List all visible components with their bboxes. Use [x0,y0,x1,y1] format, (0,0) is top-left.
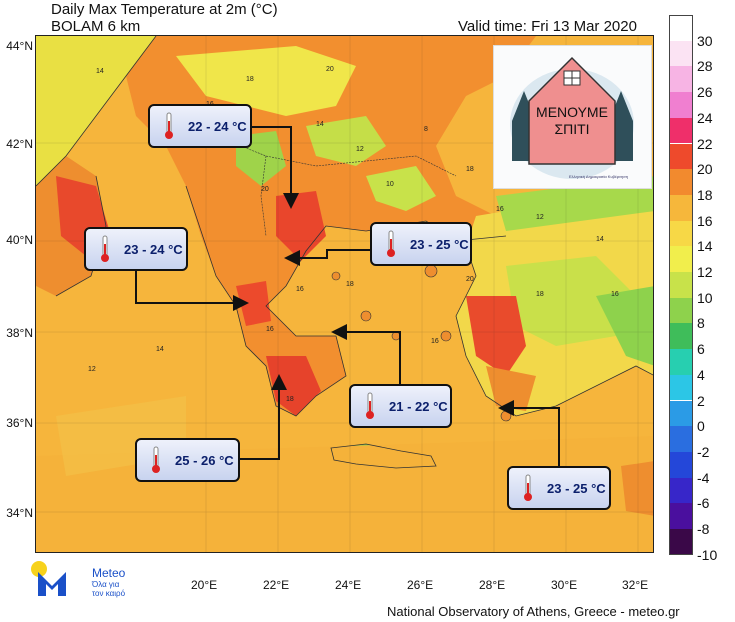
colorbar-tick: -4 [697,469,710,486]
colorbar-tick: 20 [697,161,713,178]
lon-label-24: 24°E [335,578,362,592]
colorbar-tick: 28 [697,58,713,75]
lat-label-34: 34°N [6,506,33,520]
poster-text: ΜΕΝΟΥΜΕ ΣΠΙΤΙ [536,104,608,137]
lat-label-36: 36°N [6,416,33,430]
map-value-label: 16 [496,206,504,213]
map-value-label: 14 [596,236,604,243]
colorbar-tick: 2 [697,392,705,409]
map-value-label: 12 [88,366,96,373]
colorbar-tick: -10 [697,546,718,563]
colorbar-tick: 30 [697,32,713,49]
arrow-peloponnese [240,374,287,460]
map-value-label: 18 [246,76,254,83]
callout-west-greece: 23 - 24 °C [84,227,188,271]
colorbar-tick: 16 [697,212,713,229]
map-value-label: 12 [356,146,364,153]
colorbar-tick: -2 [697,443,710,460]
stay-home-illustration [510,56,634,179]
callout-label: 23 - 25 °C [547,480,606,496]
lat-label-42: 42°N [6,137,33,151]
callout-central-greece: 23 - 25 °C [370,222,472,266]
map-value-label: 16 [266,326,274,333]
meteo-logo-name: Meteo [92,566,126,580]
lon-label-20: 20°E [191,578,218,592]
map-value-label: 14 [96,68,104,75]
arrow-west [135,271,249,311]
map-value-label: 16 [611,291,619,298]
lon-label-30: 30°E [551,578,578,592]
callout-peloponnese: 25 - 26 °C [135,438,240,482]
thermometer-icon [524,474,532,501]
colorbar-tick: 22 [697,135,713,152]
valid-time: Valid time: Fri 13 Mar 2020 [458,18,637,35]
map-value-label: 12 [536,214,544,221]
colorbar-tick: -6 [697,495,710,512]
meteo-logo-tagline: Όλα για τον καιρό [92,580,126,598]
model-label: BOLAM 6 km [51,18,141,35]
lat-label-44: 44°N [6,39,33,53]
map-value-label: 16 [431,338,439,345]
map-value-label: 18 [286,396,294,403]
callout-label: 21 - 22 °C [389,398,448,414]
lon-label-22: 22°E [263,578,290,592]
thermometer-icon [165,112,173,139]
callout-label: 23 - 24 °C [124,241,183,257]
colorbar-swatch [669,297,693,324]
poster-small-text: Ελληνική Δημοκρατία Κυβέρνηση [569,174,628,179]
callout-dodecanese: 23 - 25 °C [507,466,611,510]
colorbar-tick: 12 [697,264,713,280]
arrow-dodecanese [498,400,560,466]
callout-label: 25 - 26 °C [175,452,234,468]
map-value-label: 18 [466,166,474,173]
thermometer-icon [101,235,109,262]
map-value-label: 14 [156,346,164,353]
colorbar-tick: 0 [697,418,705,435]
map-value-label: 18 [346,281,354,288]
callout-label: 22 - 24 °C [188,118,247,134]
lat-label-38: 38°N [6,326,33,340]
thermometer-icon [152,446,160,473]
lon-label-28: 28°E [479,578,506,592]
lat-label-40: 40°N [6,233,33,247]
colorbar-tick: 24 [697,109,713,126]
colorbar-tick: 4 [697,366,705,383]
colorbar-swatch [669,503,693,529]
colorbar-outline [669,15,693,555]
colorbar-tick: 26 [697,84,713,101]
map-value-label: 20 [326,66,334,73]
map-value-label: 8 [424,126,428,133]
thermometer-icon [366,392,374,419]
map-value-label: 14 [316,121,324,128]
callout-north-greece: 22 - 24 °C [148,104,252,148]
map-title: Daily Max Temperature at 2m (°C) [51,1,278,18]
map-value-label: 18 [536,291,544,298]
map-value-label: 20 [466,276,474,283]
map-value-label: 10 [386,181,394,188]
thermometer-icon [387,230,395,257]
map-value-label: 16 [296,286,304,293]
arrow-central [284,249,370,266]
colorbar-tick: 10 [697,289,713,306]
colorbar-tick: 6 [697,341,705,358]
lon-label-32: 32°E [622,578,649,592]
arrow-attica [331,324,401,384]
callout-label: 23 - 25 °C [410,236,469,252]
stay-home-poster: ΜΕΝΟΥΜΕ ΣΠΙΤΙ Ελληνική Δημοκρατία Κυβέρν… [493,45,652,189]
footer-credit: National Observatory of Athens, Greece -… [387,604,680,619]
colorbar-tick: 8 [697,315,705,332]
meteo-logo-icon [31,561,66,596]
colorbar-tick: 14 [697,238,713,255]
lon-label-26: 26°E [407,578,434,592]
map-value-label: 20 [261,186,269,193]
arrow-north [252,126,299,209]
colorbar-swatch [669,451,693,478]
callout-attica: 21 - 22 °C [349,384,452,428]
colorbar-tick: 18 [697,186,713,203]
colorbar-tick: -8 [697,521,710,537]
